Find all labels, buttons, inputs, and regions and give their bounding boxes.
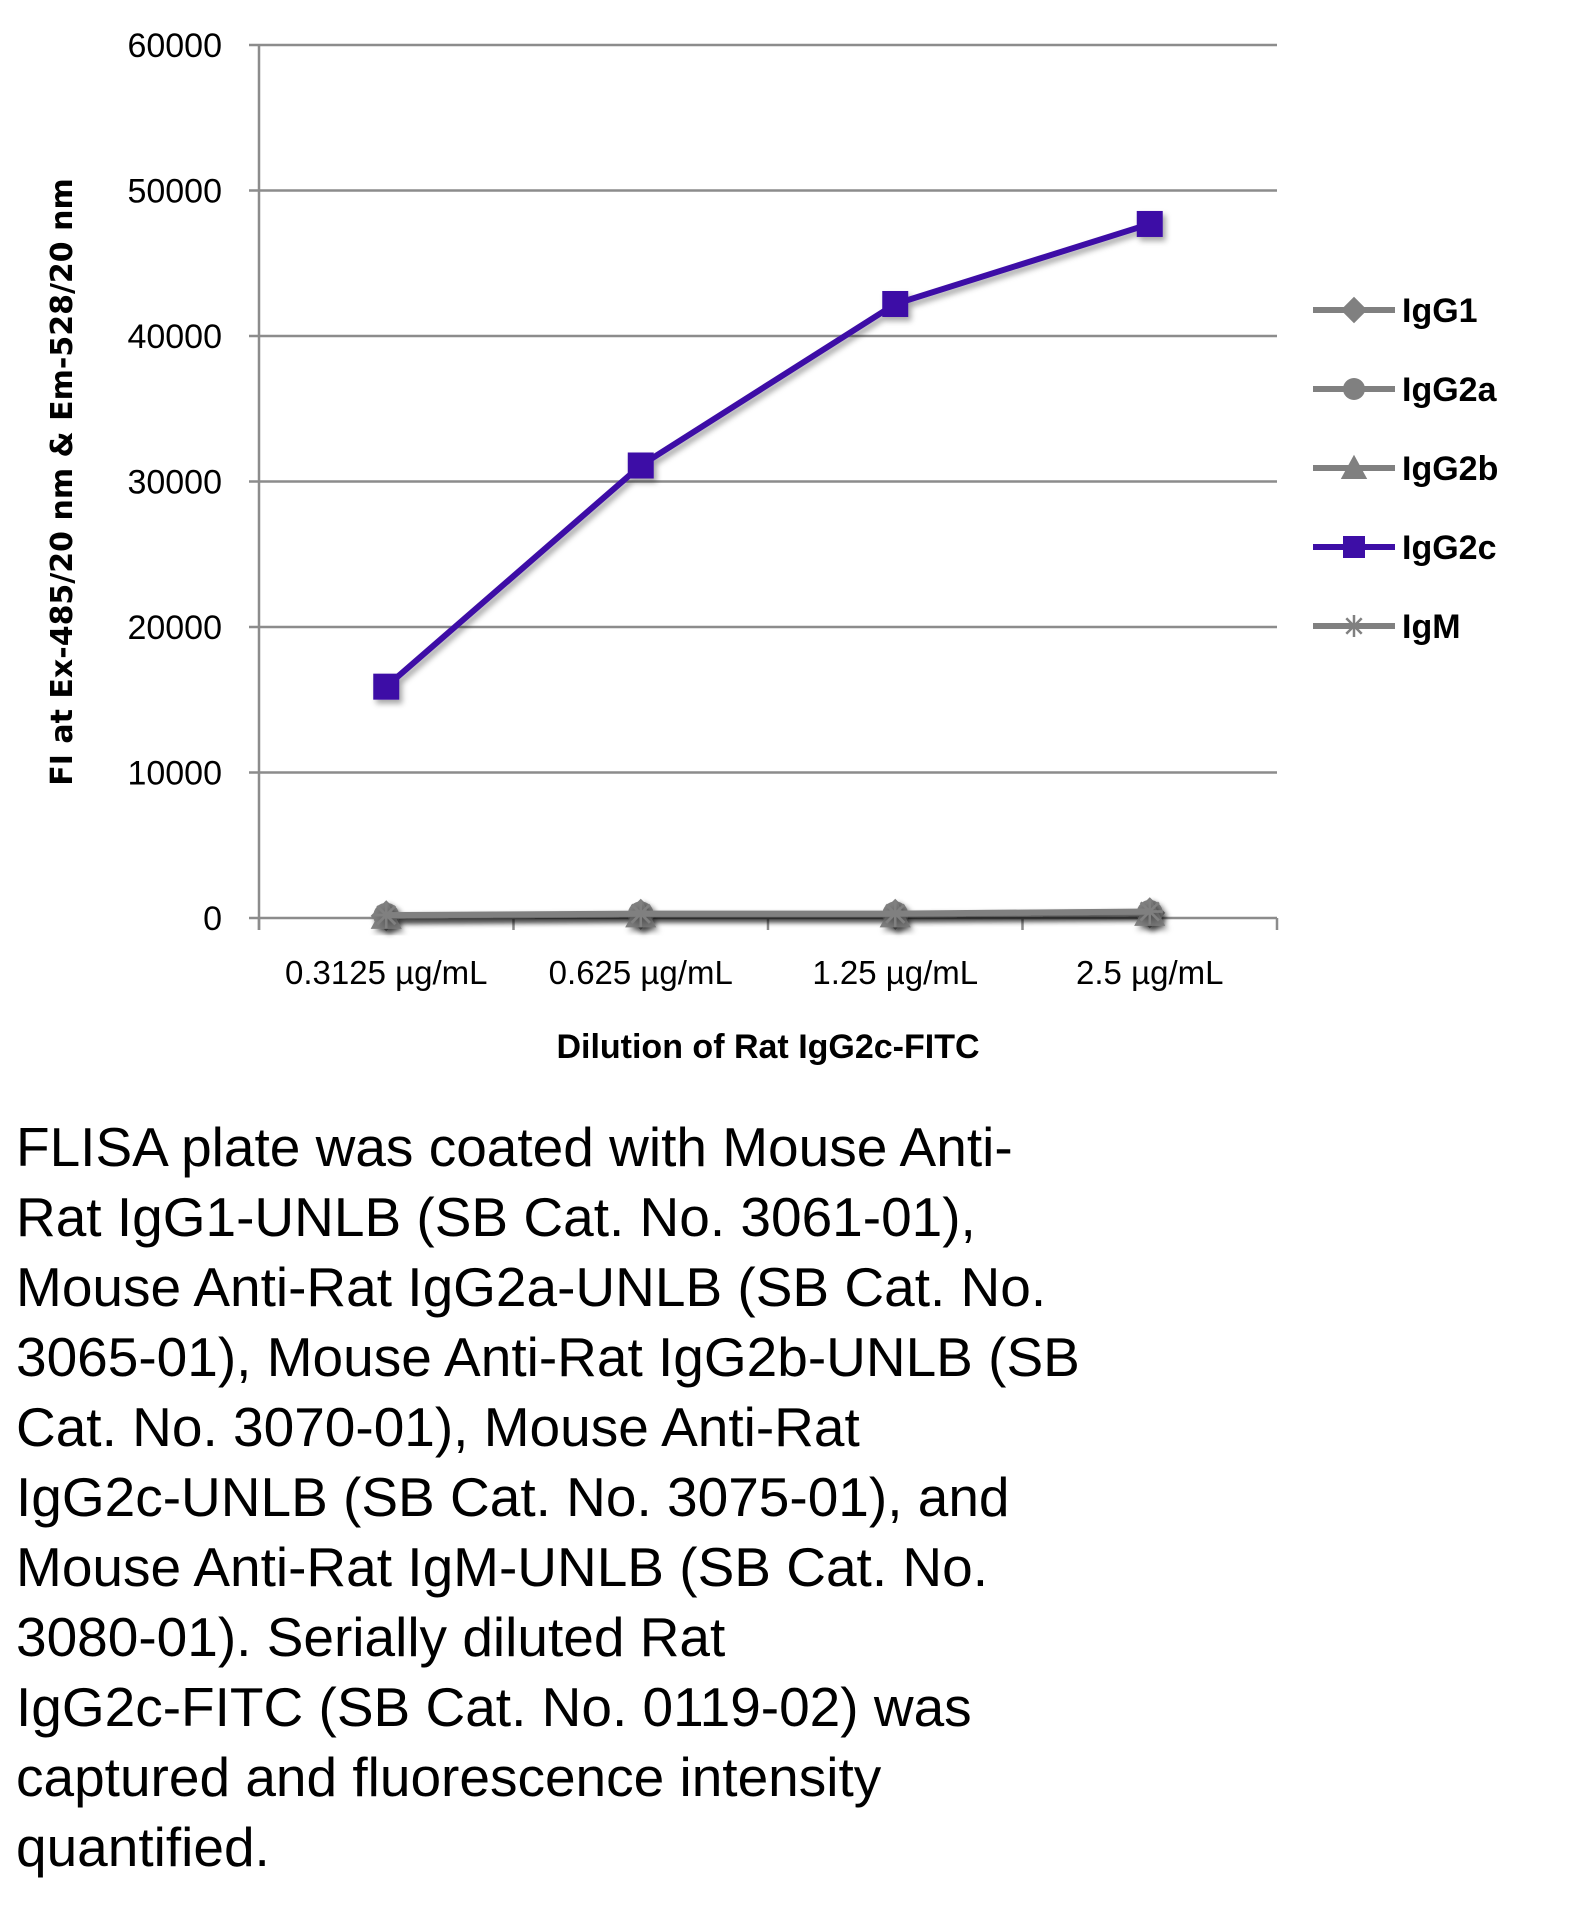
y-tick-label: 0 [203,900,222,938]
marker-star-stroke [1139,901,1160,922]
y-tick-label: 50000 [127,173,222,211]
figure-caption: FLISA plate was coated with Mouse Anti- R… [16,1112,1576,1882]
y-tick-label: 20000 [127,609,222,647]
series-igg2c [373,210,1163,700]
legend-label: IgM [1402,608,1461,646]
marker-star-stroke [885,903,906,924]
marker-star-stroke [630,903,651,924]
marker-star [373,902,400,929]
marker-star [627,900,654,927]
y-tick-label: 10000 [127,755,222,793]
caption-line: Mouse Anti-Rat IgG2a-UNLB (SB Cat. No. [16,1256,1047,1318]
caption-line: Cat. No. 3070-01), Mouse Anti-Rat [16,1396,860,1458]
marker-star-stroke [376,905,397,926]
marker-star-stroke [1345,617,1363,635]
caption-line: IgG2c-FITC (SB Cat. No. 0119-02) was [16,1676,972,1738]
y-tick-label: 30000 [127,464,222,502]
x-tick-label: 1.25 µg/mL [812,954,978,991]
x-axis-title: Dilution of Rat IgG2c-FITC [556,1028,979,1066]
legend-item-igm: IgM [1313,608,1461,646]
legend-item-igg1: IgG1 [1313,292,1478,330]
y-tick-label: 60000 [127,27,222,65]
marker-square [1136,210,1163,237]
marker-square [373,673,400,700]
caption-line: IgG2c-UNLB (SB Cat. No. 3075-01), and [16,1466,1010,1528]
marker-star [882,900,909,927]
series-line [384,221,1151,689]
x-tick-label: 2.5 µg/mL [1076,954,1223,991]
marker-diamond [1340,296,1368,324]
x-tick-label: 0.3125 µg/mL [285,954,487,991]
marker-star [1343,615,1365,637]
marker-square [1343,536,1365,558]
legend-label: IgG2c [1402,529,1496,567]
y-tick-label: 40000 [127,318,222,356]
caption-line: quantified. [16,1816,270,1878]
marker-star [1136,898,1163,925]
line-chart: 0 10000 20000 30000 40000 50000 60000 0.3125 µg… [45,27,1498,1066]
series-line [386,908,1150,919]
legend-label: IgG2a [1402,371,1498,409]
marker-circle [1343,378,1365,400]
marker-square [627,452,654,479]
caption-line: 3080-01). Serially diluted Rat [16,1606,726,1668]
x-tick-label: 0.625 µg/mL [549,954,733,991]
legend-item-igg2c: IgG2c [1313,529,1496,567]
caption-line: Rat IgG1-UNLB (SB Cat. No. 3061-01), [16,1186,976,1248]
caption-line: FLISA plate was coated with Mouse Anti- [16,1116,1013,1178]
marker-square [882,290,909,317]
legend-item-igg2a: IgG2a [1313,371,1498,409]
series-igm [373,898,1163,929]
caption-line: Mouse Anti-Rat IgM-UNLB (SB Cat. No. [16,1536,988,1598]
caption-line: captured and fluorescence intensity [16,1746,882,1808]
legend-label: IgG1 [1402,292,1478,330]
y-axis-title: FI at Ex-485/20 nm & Em-528/20 nm [45,178,80,785]
marker-triangle [1340,454,1368,479]
legend-item-igg2b: IgG2b [1313,450,1498,488]
legend-label: IgG2b [1402,450,1498,488]
caption-line: 3065-01), Mouse Anti-Rat IgG2b-UNLB (SB [16,1326,1080,1388]
